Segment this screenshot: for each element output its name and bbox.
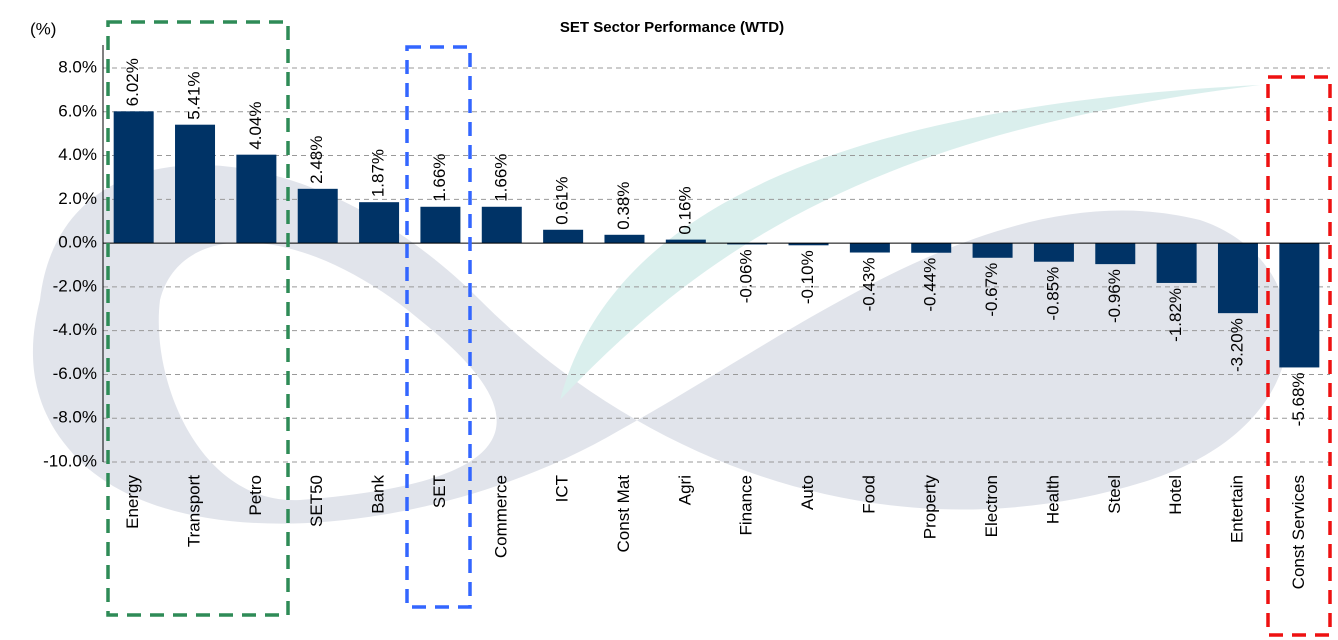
bar: [788, 243, 829, 246]
x-tick-label: Bank: [369, 475, 388, 514]
x-tick-label: Agri: [675, 475, 694, 505]
x-tick-label: ICT: [553, 475, 572, 502]
logo-swoosh: [32, 165, 1289, 524]
x-tick-label: Hotel: [1166, 475, 1185, 515]
value-label: -1.82%: [1166, 288, 1185, 342]
bar: [1095, 243, 1136, 265]
x-tick-label: Electron: [982, 475, 1001, 537]
background-logo: [32, 85, 1289, 524]
value-label: -5.68%: [1289, 372, 1308, 426]
value-label: 0.61%: [553, 177, 572, 225]
value-label: -0.44%: [921, 258, 940, 312]
value-label: -0.67%: [982, 263, 1001, 317]
highlight-box: [106, 20, 290, 617]
x-tick-label: Steel: [1105, 475, 1124, 514]
x-tick-label: Energy: [123, 475, 142, 529]
x-tick-label: Food: [859, 475, 878, 514]
value-label: 6.02%: [123, 58, 142, 106]
value-label: 2.48%: [307, 136, 326, 184]
x-tick-label: SET50: [307, 475, 326, 527]
y-tick-label: -4.0%: [53, 320, 97, 339]
y-tick-label: 0.0%: [58, 233, 97, 252]
value-label: 0.16%: [675, 186, 694, 234]
value-label: -0.96%: [1105, 269, 1124, 323]
bar: [1033, 243, 1074, 262]
value-label: -0.85%: [1043, 267, 1062, 321]
bar: [604, 234, 645, 244]
chart-title: SET Sector Performance (WTD): [560, 19, 784, 36]
bar: [113, 111, 154, 244]
value-label: 1.66%: [491, 154, 510, 202]
y-tick-label: -2.0%: [53, 276, 97, 295]
value-label: -0.10%: [798, 250, 817, 304]
x-tick-label: Health: [1043, 475, 1062, 524]
y-tick-label: 6.0%: [58, 101, 97, 120]
y-tick-label: -6.0%: [53, 364, 97, 383]
value-label: 1.66%: [430, 154, 449, 202]
bar: [1279, 243, 1320, 368]
y-axis-label: (%): [30, 19, 56, 38]
bar: [972, 243, 1013, 258]
x-tick-label: Petro: [246, 475, 265, 516]
value-label: -0.43%: [859, 258, 878, 312]
y-tick-label: -8.0%: [53, 408, 97, 427]
bar: [481, 206, 522, 244]
bar: [727, 243, 768, 245]
bar: [911, 243, 952, 253]
y-tick-label: 2.0%: [58, 189, 97, 208]
value-label: 4.04%: [246, 101, 265, 149]
x-tick-label: SET: [430, 475, 449, 508]
value-label: 5.41%: [185, 71, 204, 119]
bar: [1156, 243, 1197, 283]
y-tick-label: -10.0%: [43, 451, 97, 470]
x-tick-label: Const Mat: [614, 475, 633, 553]
bar: [297, 188, 338, 244]
x-tick-label: Transport: [185, 475, 204, 547]
bar: [665, 239, 706, 244]
value-label: -3.20%: [1227, 318, 1246, 372]
bar: [1217, 243, 1258, 314]
bar: [849, 243, 890, 253]
value-label: -0.06%: [737, 249, 756, 303]
x-tick-label: Property: [921, 475, 940, 540]
value-label: 0.38%: [614, 182, 633, 230]
x-tick-label: Const Services: [1289, 475, 1308, 589]
x-tick-label: Commerce: [491, 475, 510, 558]
x-tick-label: Auto: [798, 475, 817, 510]
bar: [236, 154, 277, 244]
x-tick-label: Finance: [737, 475, 756, 535]
highlight-box: [405, 45, 472, 609]
bar: [175, 124, 216, 244]
y-tick-label: 8.0%: [58, 57, 97, 76]
bar: [543, 229, 584, 244]
y-tick-label: 4.0%: [58, 145, 97, 164]
x-tick-label: Entertain: [1227, 475, 1246, 543]
value-label: 1.87%: [369, 149, 388, 197]
highlight-box: [1266, 75, 1332, 637]
bar: [420, 206, 461, 244]
bar: [359, 202, 400, 244]
